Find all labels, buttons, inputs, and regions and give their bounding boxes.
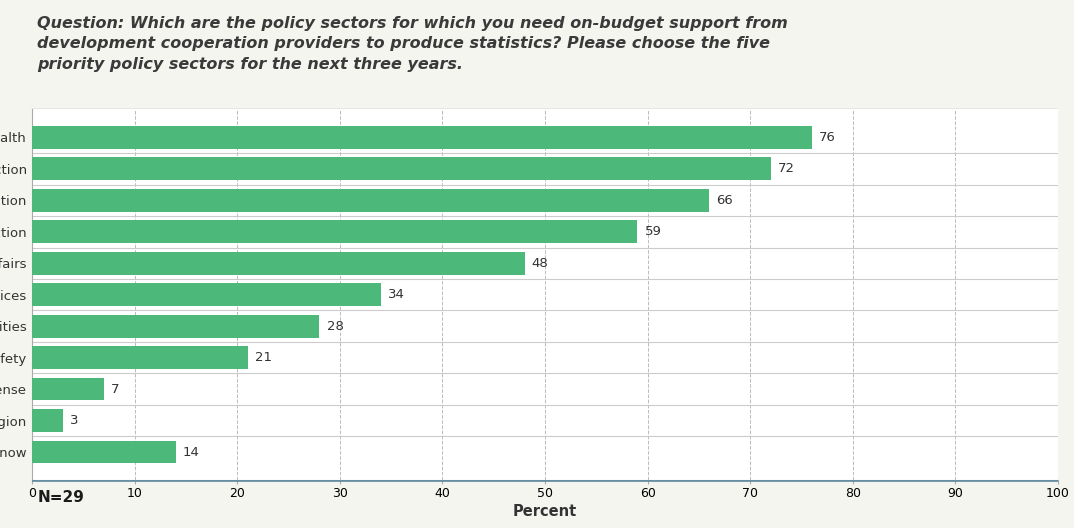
Bar	[32, 157, 771, 180]
Bar	[32, 409, 63, 432]
Bar	[32, 221, 637, 243]
Text: N=29: N=29	[38, 489, 84, 505]
Bar	[32, 189, 709, 212]
Bar	[32, 284, 381, 306]
Text: 34: 34	[388, 288, 405, 301]
Text: 66: 66	[716, 194, 734, 207]
Bar	[32, 441, 176, 464]
Text: 21: 21	[255, 351, 272, 364]
Bar	[32, 378, 104, 401]
Text: 48: 48	[532, 257, 549, 270]
Text: 28: 28	[326, 320, 344, 333]
Text: 7: 7	[112, 383, 119, 395]
Text: 14: 14	[183, 446, 200, 459]
Bar	[32, 252, 524, 275]
X-axis label: Percent: Percent	[513, 504, 577, 520]
Bar	[32, 126, 812, 149]
Text: Question: Which are the policy sectors for which you need on-budget support from: Question: Which are the policy sectors f…	[38, 16, 788, 72]
Text: 59: 59	[644, 225, 662, 238]
Text: 76: 76	[818, 131, 836, 144]
Bar	[32, 346, 248, 369]
Text: 3: 3	[70, 414, 78, 427]
Text: 72: 72	[778, 162, 795, 175]
Bar	[32, 315, 319, 337]
